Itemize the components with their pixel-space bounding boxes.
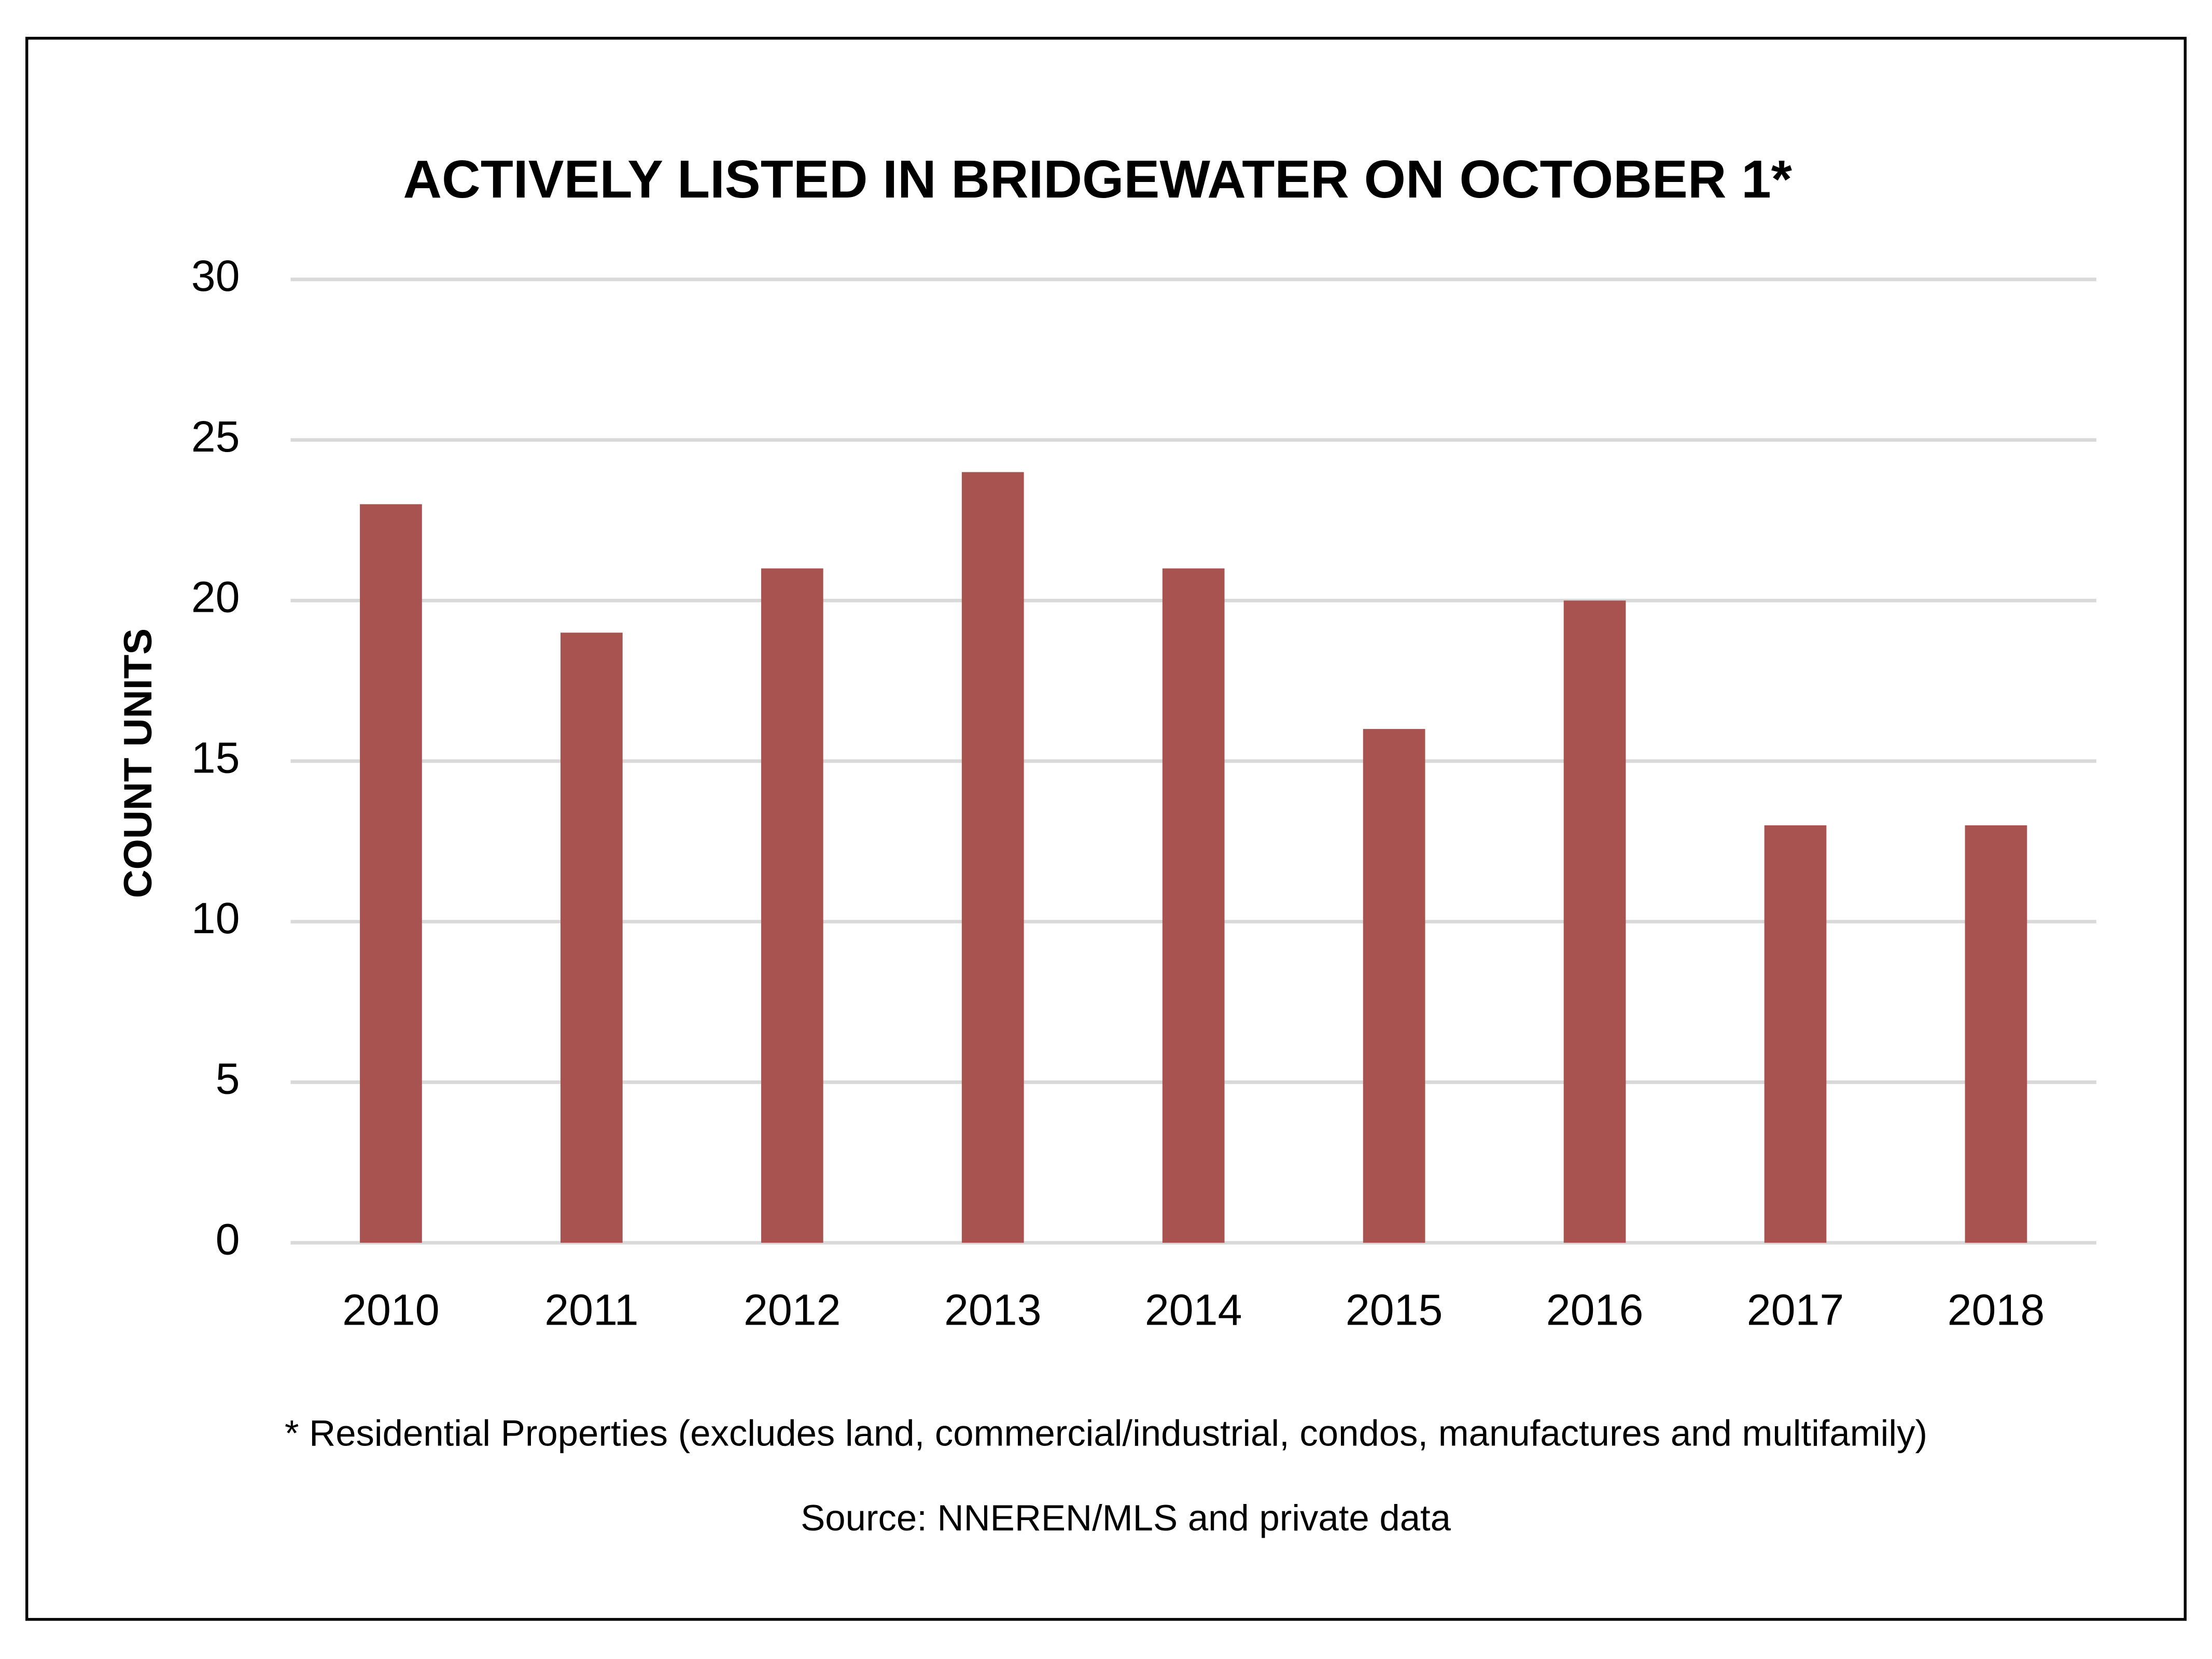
source: Source: NNEREN/MLS and private data [801, 1497, 1451, 1538]
bar [1563, 600, 1626, 1243]
bar [1162, 568, 1225, 1243]
y-tick-label: 0 [216, 1215, 240, 1263]
y-tick-label: 5 [216, 1055, 240, 1103]
bar [1965, 825, 2027, 1243]
x-tick-label: 2012 [744, 1285, 841, 1334]
y-tick-label: 20 [191, 573, 240, 622]
y-axis-label: COUNT UNITS [116, 628, 160, 898]
footnote: * Residential Properties (excludes land,… [285, 1413, 1927, 1454]
bar [1363, 729, 1425, 1243]
chart-title: ACTIVELY LISTED IN BRIDGEWATER ON OCTOBE… [403, 149, 1792, 209]
x-tick-label: 2016 [1546, 1285, 1644, 1334]
x-tick-label: 2017 [1747, 1285, 1844, 1334]
frame [25, 36, 2187, 1621]
x-tick-label: 2011 [544, 1285, 638, 1334]
x-tick-label: 2018 [1948, 1285, 2045, 1334]
x-tick-label: 2010 [342, 1285, 440, 1334]
y-tick-label: 30 [191, 251, 240, 300]
bar [360, 504, 422, 1243]
y-tick-label: 15 [191, 733, 240, 782]
bar [961, 472, 1024, 1243]
bar [561, 632, 623, 1243]
y-tick-label: 10 [191, 894, 240, 943]
y-tick-label: 25 [191, 412, 240, 461]
bar [761, 568, 823, 1243]
x-tick-label: 2015 [1346, 1285, 1443, 1334]
x-tick-label: 2014 [1145, 1285, 1242, 1334]
bar [1764, 825, 1827, 1243]
x-tick-label: 2013 [944, 1285, 1042, 1334]
